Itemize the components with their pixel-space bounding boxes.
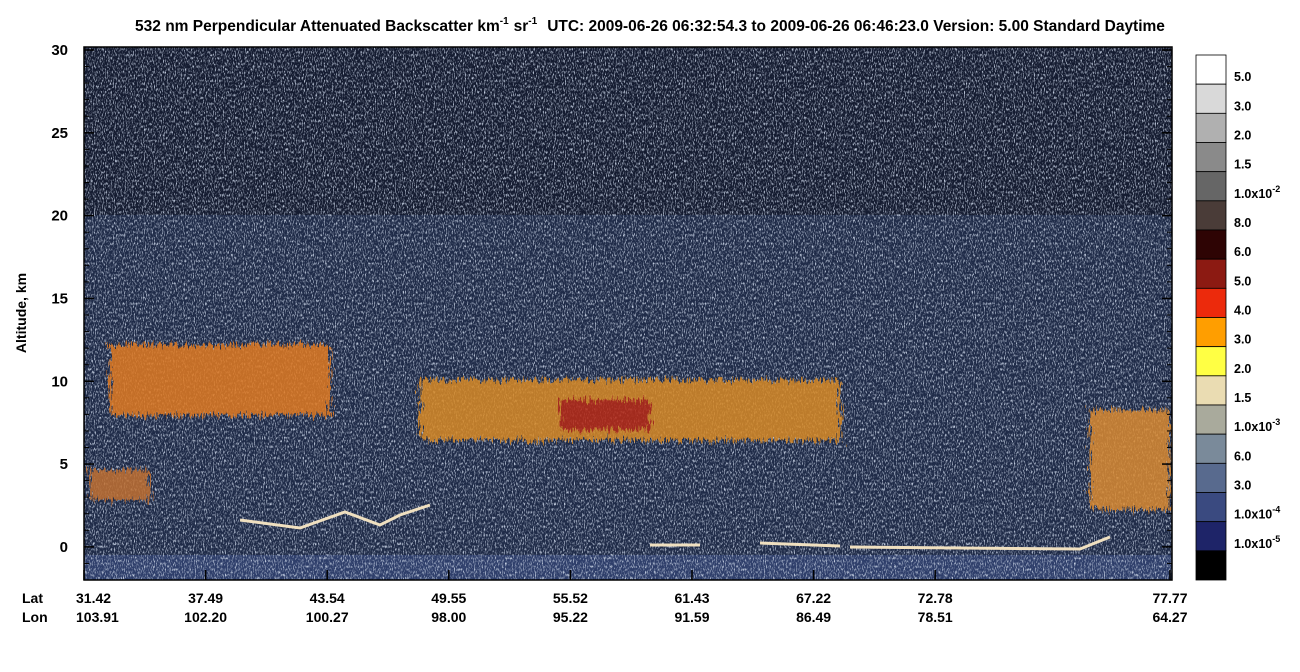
- colorbar-swatch: [1195, 229, 1227, 260]
- row-label: Lon: [22, 609, 48, 625]
- lon-label: 91.59: [674, 609, 709, 625]
- colorbar-label-base: 1.0x10: [1234, 187, 1272, 201]
- colorbar-swatch: [1195, 521, 1227, 552]
- colorbar-label: 6.0: [1234, 245, 1251, 259]
- colorbar-label-exp: -5: [1272, 534, 1280, 544]
- colorbar-swatch: [1195, 83, 1227, 114]
- lat-label: 49.55: [431, 590, 466, 606]
- colorbar-swatch: [1195, 346, 1227, 377]
- colorbar-label: 8.0: [1234, 216, 1251, 230]
- lat-label: 43.54: [310, 590, 345, 606]
- colorbar-label: 1.0x10-3: [1234, 417, 1280, 434]
- lat-label: 67.22: [796, 590, 831, 606]
- lon-label: 64.27: [1152, 609, 1187, 625]
- y-axis-label: Altitude, km: [13, 273, 29, 353]
- colorbar-label: 1.0x10-5: [1234, 534, 1280, 551]
- y-tick-label: 15: [51, 290, 68, 307]
- colorbar-label: 3.0: [1234, 99, 1251, 113]
- curtain-image: [84, 47, 1172, 580]
- colorbar-swatch: [1195, 492, 1227, 523]
- y-tick-label: 30: [51, 42, 68, 59]
- colorbar-swatch: [1195, 171, 1227, 202]
- y-tick-label: 20: [51, 208, 68, 225]
- y-tick-label: 5: [60, 456, 68, 473]
- colorbar-swatch: [1195, 54, 1227, 85]
- colorbar-swatch: [1195, 462, 1227, 493]
- lat-label: 55.52: [553, 590, 588, 606]
- colorbar-label: 6.0: [1234, 449, 1251, 463]
- colorbar-label-exp: -3: [1272, 417, 1280, 427]
- lon-label: 98.00: [431, 609, 466, 625]
- colorbar-swatch: [1195, 550, 1227, 581]
- colorbar-swatch: [1195, 200, 1227, 231]
- lat-label: 72.78: [918, 590, 953, 606]
- lon-label: 95.22: [553, 609, 588, 625]
- colorbar-label: 5.0: [1234, 70, 1251, 84]
- colorbar-swatch: [1195, 287, 1227, 318]
- colorbar-label: 1.5: [1234, 158, 1251, 172]
- colorbar-swatch: [1195, 142, 1227, 173]
- title-part: sr: [514, 18, 529, 35]
- colorbar-label: 4.0: [1234, 304, 1251, 318]
- colorbar-label: 1.0x10-2: [1234, 184, 1280, 201]
- colorbar-swatch: [1195, 258, 1227, 289]
- lat-label: 77.77: [1152, 590, 1187, 606]
- colorbar-label-exp: -4: [1272, 505, 1280, 515]
- colorbar-swatch: [1195, 433, 1227, 464]
- colorbar-label-base: 1.0x10: [1234, 420, 1272, 434]
- colorbar-label: 5.0: [1234, 274, 1251, 288]
- colorbar-label: 1.5: [1234, 391, 1251, 405]
- title-part: 532 nm Perpendicular Attenuated Backscat…: [135, 18, 500, 35]
- colorbar-swatch: [1195, 375, 1227, 406]
- row-label: Lat: [22, 590, 43, 606]
- colorbar-label: 3.0: [1234, 333, 1251, 347]
- colorbar-label-base: 1.0x10: [1234, 508, 1272, 522]
- y-tick-label: 10: [51, 373, 68, 390]
- colorbar-label: 1.0x10-4: [1234, 505, 1280, 522]
- lon-label: 86.49: [796, 609, 831, 625]
- lon-label: 102.20: [184, 609, 227, 625]
- y-tick-label: 25: [51, 125, 68, 142]
- lon-label: 103.91: [76, 609, 119, 625]
- colorbar-label: 2.0: [1234, 129, 1251, 143]
- colorbar-label: 2.0: [1234, 362, 1251, 376]
- lon-label: 78.51: [918, 609, 953, 625]
- colorbar-swatch: [1195, 317, 1227, 348]
- lat-label: 61.43: [674, 590, 709, 606]
- title-part: UTC: 2009-06-26 06:32:54.3 to 2009-06-26…: [547, 18, 1165, 35]
- colorbar-label: 3.0: [1234, 479, 1251, 493]
- lat-label: 37.49: [188, 590, 223, 606]
- colorbar-label-exp: -2: [1272, 184, 1280, 194]
- chart-title: 532 nm Perpendicular Attenuated Backscat…: [135, 16, 1165, 35]
- y-tick-label: 0: [60, 539, 68, 556]
- title-part: -1: [500, 16, 509, 27]
- colorbar-swatch: [1195, 112, 1227, 143]
- title-part: -1: [528, 16, 537, 27]
- colorbar-swatch: [1195, 404, 1227, 435]
- lon-label: 100.27: [306, 609, 349, 625]
- lat-label: 31.42: [76, 590, 111, 606]
- plot-frame: [83, 46, 1173, 581]
- colorbar-label-base: 1.0x10: [1234, 537, 1272, 551]
